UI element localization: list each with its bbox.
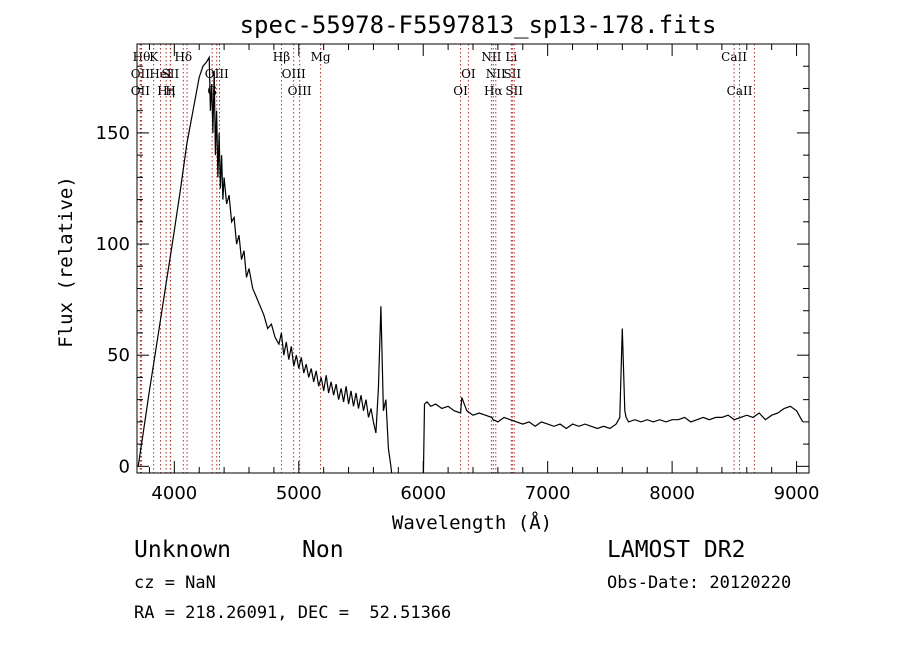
marker-label-15: OIII (288, 84, 312, 98)
y-tick-label: 0 (119, 456, 130, 477)
marker-label-18: OI (461, 67, 476, 81)
marker-label-5: Hη (157, 84, 175, 98)
plot-frame (136, 43, 810, 474)
marker-label-20: Hα (484, 84, 503, 98)
marker-label-2: OII (131, 84, 151, 98)
line-markers: HθOIIOIIKHeIHηSIIHHδGOIIIHβOIIIOIIIMgOIO… (131, 44, 755, 473)
object-subclass: Non (302, 537, 344, 563)
y-tick-label: 50 (107, 345, 130, 366)
x-tick-label: 4000 (151, 483, 197, 504)
x-tick-label: 8000 (649, 483, 695, 504)
x-axis: 4000 5000 6000 7000 8000 9000 (148, 44, 820, 504)
marker-label-0: Hθ (133, 50, 151, 64)
marker-label-13: Hβ (273, 50, 290, 64)
marker-label-8: Hδ (174, 50, 192, 64)
marker-label-22: Li (505, 50, 517, 64)
series-line-0 (137, 55, 804, 473)
marker-label-19: NII (481, 50, 501, 64)
marker-label-3: K (149, 50, 159, 64)
coordinates: RA = 218.26091, DEC = 52.51366 (134, 603, 452, 623)
marker-label-14: OIII (282, 67, 306, 81)
survey-name: LAMOST DR2 (607, 537, 746, 563)
chart-title: spec-55978-F5597813_sp13-178.fits (240, 11, 717, 39)
marker-label-11: OIII (205, 67, 229, 81)
x-tick-label: 9000 (774, 483, 820, 504)
marker-label-6: SII (161, 67, 179, 81)
y-tick-label: 150 (96, 123, 130, 144)
y-tick-label: 100 (96, 234, 130, 255)
marker-label-16: Mg (311, 50, 331, 64)
redshift-cz: cz = NaN (134, 573, 216, 593)
marker-label-1: OII (131, 67, 151, 81)
marker-label-25: CaII (721, 50, 747, 64)
observation-date: Obs-Date: 20120220 (607, 573, 792, 593)
marker-label-21: NII (486, 67, 506, 81)
object-class: Unknown (134, 537, 231, 563)
marker-label-23: SII (503, 67, 521, 81)
marker-label-7: H (165, 84, 175, 98)
y-axis-label: Flux (relative) (55, 176, 77, 348)
x-tick-label: 7000 (525, 483, 571, 504)
x-tick-label: 6000 (400, 483, 446, 504)
x-axis-label: Wavelength (Å) (392, 511, 552, 534)
marker-label-26: CaII (727, 84, 753, 98)
spectrum-series (137, 55, 804, 473)
marker-label-24: SII (505, 84, 523, 98)
y-axis: 0 50 100 150 (96, 65, 809, 477)
x-tick-label: 5000 (276, 483, 322, 504)
marker-label-17: OI (453, 84, 468, 98)
